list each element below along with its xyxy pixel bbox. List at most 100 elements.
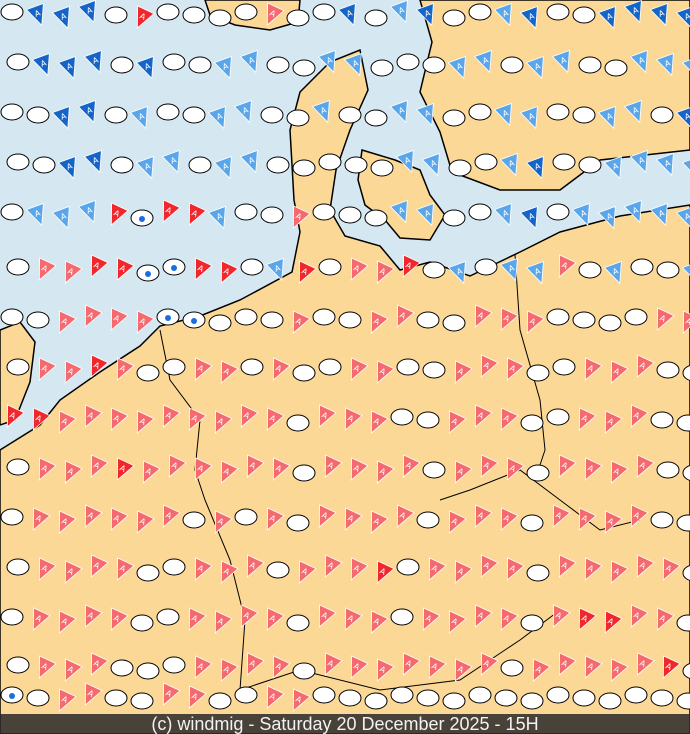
wind-flag — [370, 510, 389, 534]
station-marker — [416, 411, 440, 429]
wind-flag-label: A — [508, 563, 517, 574]
wind-flag — [480, 554, 499, 578]
station-marker — [188, 156, 212, 174]
wind-flag-label: A — [164, 510, 173, 521]
wind-flag — [266, 607, 285, 631]
wind-flag — [246, 454, 265, 478]
wind-flag — [506, 557, 525, 581]
wind-flag — [214, 510, 233, 534]
wind-arrow-icon: A — [447, 260, 466, 285]
wind-arrow-icon: A — [584, 557, 603, 581]
wind-flag — [110, 407, 129, 431]
wind-flag — [376, 260, 395, 284]
wind-flag — [116, 257, 135, 281]
wind-arrow-icon: A — [246, 454, 265, 478]
wind-flag — [454, 560, 473, 584]
wind-arrow-icon: A — [350, 457, 369, 481]
wind-flag-label: A — [222, 466, 231, 477]
wind-flag-label: A — [86, 688, 95, 699]
wind-flag — [428, 655, 447, 679]
wind-flag-label: A — [378, 466, 387, 477]
wind-flag — [32, 607, 51, 631]
wind-flag-label: A — [112, 208, 121, 219]
wind-arrow-icon: A — [551, 49, 570, 74]
station-marker — [474, 258, 498, 276]
wind-flag-label: A — [632, 510, 641, 521]
station-marker — [292, 159, 316, 177]
wind-arrow-icon: A — [519, 5, 538, 30]
wind-flag-label: A — [476, 510, 485, 521]
wind-flag-label: A — [450, 616, 459, 627]
wind-flag — [38, 557, 57, 581]
wind-flag — [448, 510, 467, 534]
wind-arrow-icon: A — [77, 199, 96, 224]
station-marker — [442, 9, 466, 27]
wind-flag — [311, 99, 330, 124]
station-marker — [364, 9, 388, 27]
wind-flag — [662, 557, 681, 581]
wind-flag-label: A — [664, 563, 673, 574]
wind-flag — [519, 5, 538, 30]
wind-flag-label: A — [606, 416, 615, 427]
wind-flag — [135, 155, 154, 180]
wind-flag-label: A — [274, 463, 283, 474]
wind-flag — [194, 655, 213, 679]
wind-arrow-icon: A — [636, 652, 655, 676]
wind-arrow-icon: A — [610, 360, 629, 384]
wind-flag-label: A — [346, 413, 355, 424]
station-marker — [266, 561, 290, 579]
wind-arrow-icon: A — [370, 410, 389, 434]
wind-flag — [597, 5, 616, 30]
wind-flag — [317, 49, 336, 74]
wind-flag — [350, 655, 369, 679]
wind-arrow-icon: A — [194, 257, 213, 281]
wind-arrow-icon: A — [499, 257, 518, 282]
wind-flag-label: A — [605, 211, 614, 222]
wind-flag-label: A — [86, 510, 95, 521]
wind-flag — [32, 407, 51, 431]
wind-flag-label: A — [580, 513, 589, 524]
wind-arrow-icon: A — [344, 607, 363, 631]
wind-flag — [558, 454, 577, 478]
station-marker — [468, 103, 492, 121]
wind-arrow-icon: A — [629, 149, 648, 174]
wind-flag — [584, 557, 603, 581]
wind-flag-label: A — [683, 11, 690, 22]
station-marker — [468, 203, 492, 221]
wind-flag-label: A — [456, 466, 465, 477]
wind-arrow-icon: A — [213, 155, 232, 180]
wind-flag-label: A — [554, 510, 563, 521]
wind-flag — [38, 655, 57, 679]
wind-arrow-icon: A — [162, 404, 181, 428]
wind-flag — [623, 199, 642, 224]
station-marker — [656, 461, 680, 479]
station-marker — [110, 659, 134, 677]
wind-flag — [532, 658, 551, 682]
wind-flag — [84, 682, 103, 706]
wind-flag — [135, 55, 154, 80]
wind-flag — [558, 652, 577, 676]
station-marker — [26, 106, 50, 124]
wind-flag-label: A — [397, 205, 406, 216]
station-marker — [396, 558, 420, 576]
wind-arrow-icon: A — [649, 2, 668, 27]
wind-arrow-icon: A — [266, 685, 285, 709]
wind-arrow-icon: A — [25, 2, 44, 27]
wind-arrow-icon: A — [188, 202, 207, 226]
wind-arrow-icon: A — [344, 407, 363, 431]
wind-arrow-icon: A — [64, 658, 83, 682]
station-marker — [156, 103, 180, 121]
wind-flag — [396, 304, 415, 328]
wind-markers: A A A A A A A A A A A A A A A A A A A A A A A A A A A A A A A A A A A A A A A A… — [0, 0, 690, 712]
wind-flag — [136, 310, 155, 334]
wind-flag — [188, 407, 207, 431]
wind-flag — [292, 688, 311, 712]
wind-flag-label: A — [268, 691, 277, 702]
wind-flag — [110, 202, 129, 226]
wind-arrow-icon: A — [448, 410, 467, 434]
wind-flag-label: A — [144, 466, 153, 477]
wind-flag — [396, 504, 415, 528]
wind-flag — [57, 155, 76, 180]
station-marker — [520, 414, 544, 432]
